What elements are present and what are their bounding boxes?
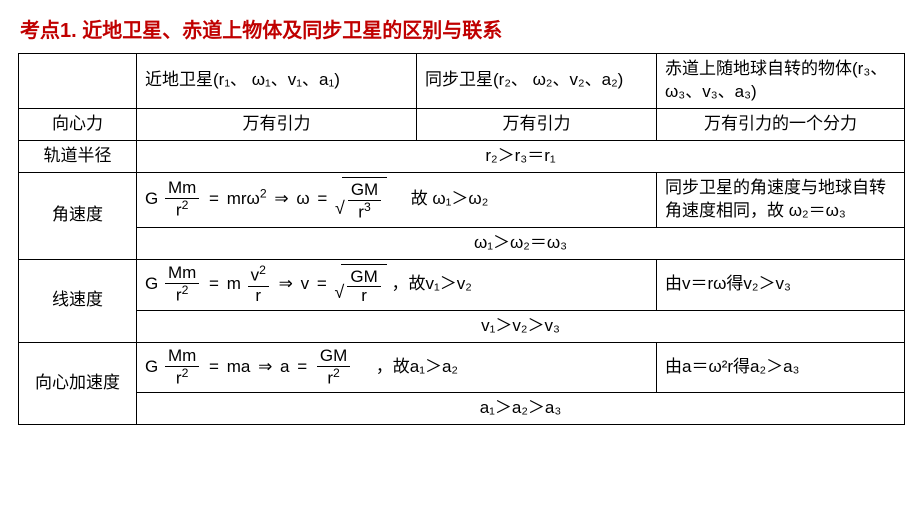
row-omega-right: 同步卫星的角速度与地球自转角速度相同，故 ω₂＝ω₃ <box>657 172 905 227</box>
frac-den6: r2 <box>165 367 199 388</box>
row-v-summary-cell: v₁＞v₂＞v₃ <box>137 310 905 342</box>
a-tail: ，故a₁＞a₂ <box>376 357 458 376</box>
table-header-row: 近地卫星(r₁、 ω₁、v₁、a₁) 同步卫星(r₂、 ω₂、v₂、a₂) 赤道… <box>19 54 905 109</box>
header-col3: 赤道上随地球自转的物体(r₃、 ω₃、v₃、a₃) <box>657 54 905 109</box>
row-force-label: 向心力 <box>19 108 137 140</box>
eq-sign3: = <box>206 274 222 293</box>
row-v-label: 线速度 <box>19 259 137 342</box>
eq-sign4: = <box>314 274 330 293</box>
frac-den2: r3 <box>348 201 381 222</box>
frac-GM-r3: GM r3 <box>348 181 381 222</box>
row-a-summary-cell: a₁＞a₂＞a₃ <box>137 392 905 424</box>
omega-tail: 故 ω₁＞ω₂ <box>411 189 489 208</box>
sym-a: a <box>280 357 289 376</box>
row-omega-main: 角速度 G Mm r2 = mrω2 ⇒ ω = √ <box>19 172 905 227</box>
page-root: 考点1. 近地卫星、赤道上物体及同步卫星的区别与联系 近地卫星(r₁、 ω₁、v… <box>0 0 920 443</box>
sym-G: G <box>145 189 158 208</box>
frac-den4: r <box>248 287 269 306</box>
page-title: 考点1. 近地卫星、赤道上物体及同步卫星的区别与联系 <box>20 14 902 43</box>
sym-G2: G <box>145 274 158 293</box>
frac-den5: r <box>347 287 380 306</box>
frac-den: r2 <box>165 199 199 220</box>
v-formula: G Mm r2 = m v2 r ⇒ v = √ <box>145 274 472 293</box>
row-omega-summary: ω₁＞ω₂＝ω₃ <box>19 227 905 259</box>
frac-num4: v2 <box>248 264 269 286</box>
radicand2: GM r <box>341 264 386 306</box>
radicand: GM r3 <box>342 177 387 222</box>
row-radius-merged: r₂＞r₃＝r₁ <box>137 140 905 172</box>
frac-Mm-r2-c: Mm r2 <box>165 347 199 388</box>
arrow3: ⇒ <box>255 357 275 376</box>
sym-ma: ma <box>227 357 251 376</box>
row-radius-label: 轨道半径 <box>19 140 137 172</box>
frac-num5: GM <box>347 268 380 288</box>
sym-m: m <box>227 274 241 293</box>
frac-num2: GM <box>348 181 381 201</box>
row-omega-summary-cell: ω₁＞ω₂＝ω₃ <box>137 227 905 259</box>
frac-den7: r2 <box>317 367 350 388</box>
row-force-c2: 万有引力 <box>417 108 657 140</box>
arrow2: ⇒ <box>276 274 296 293</box>
row-omega-label: 角速度 <box>19 172 137 259</box>
mrw2: mrω2 <box>227 189 267 208</box>
header-col2: 同步卫星(r₂、 ω₂、v₂、a₂) <box>417 54 657 109</box>
frac-num6: Mm <box>165 347 199 367</box>
eq-sign: = <box>206 189 222 208</box>
frac-GM-r: GM r <box>347 268 380 306</box>
frac-v2-r: v2 r <box>248 264 269 305</box>
frac-num3: Mm <box>165 264 199 284</box>
row-radius: 轨道半径 r₂＞r₃＝r₁ <box>19 140 905 172</box>
sym-w: ω <box>296 189 309 208</box>
header-blank <box>19 54 137 109</box>
sqrt-GM-r3: √ GM r3 <box>335 177 387 222</box>
sym-v2: v <box>301 274 310 293</box>
row-a-right: 由a＝ω²r得a₂＞a₃ <box>657 342 905 392</box>
row-a-main: 向心加速度 G Mm r2 = ma ⇒ a = GM r2 <box>19 342 905 392</box>
frac-num: Mm <box>165 179 199 199</box>
frac-num7: GM <box>317 347 350 367</box>
row-a-summary: a₁＞a₂＞a₃ <box>19 392 905 424</box>
frac-Mm-r2-b: Mm r2 <box>165 264 199 305</box>
row-a-formula-cell: G Mm r2 = ma ⇒ a = GM r2 ，故a₁＞a₂ <box>137 342 657 392</box>
radical-sign2: √ <box>335 280 345 304</box>
header-col1: 近地卫星(r₁、 ω₁、v₁、a₁) <box>137 54 417 109</box>
frac-den3: r2 <box>165 284 199 305</box>
sym-G3: G <box>145 357 158 376</box>
omega-formula: G Mm r2 = mrω2 ⇒ ω = √ GM <box>145 189 488 208</box>
row-force: 向心力 万有引力 万有引力 万有引力的一个分力 <box>19 108 905 140</box>
row-force-c3: 万有引力的一个分力 <box>657 108 905 140</box>
row-omega-formula-cell: G Mm r2 = mrω2 ⇒ ω = √ GM <box>137 172 657 227</box>
row-v-formula-cell: G Mm r2 = m v2 r ⇒ v = √ <box>137 259 657 310</box>
row-force-c1: 万有引力 <box>137 108 417 140</box>
eq-sign2: = <box>314 189 330 208</box>
row-a-label: 向心加速度 <box>19 342 137 424</box>
row-v-right: 由v＝rω得v₂＞v₃ <box>657 259 905 310</box>
row-v-summary: v₁＞v₂＞v₃ <box>19 310 905 342</box>
eq-sign5: = <box>206 357 222 376</box>
comparison-table: 近地卫星(r₁、 ω₁、v₁、a₁) 同步卫星(r₂、 ω₂、v₂、a₂) 赤道… <box>18 53 905 425</box>
a-formula: G Mm r2 = ma ⇒ a = GM r2 ，故a₁＞a₂ <box>145 357 458 376</box>
radical-sign: √ <box>335 196 345 220</box>
frac-GM-r2: GM r2 <box>317 347 350 388</box>
eq-sign6: = <box>294 357 310 376</box>
row-v-main: 线速度 G Mm r2 = m v2 r ⇒ v = <box>19 259 905 310</box>
v-tail: ，故v₁＞v₂ <box>391 274 471 293</box>
sqrt-GM-r: √ GM r <box>335 264 387 306</box>
frac-Mm-r2: Mm r2 <box>165 179 199 220</box>
arrow: ⇒ <box>271 189 291 208</box>
